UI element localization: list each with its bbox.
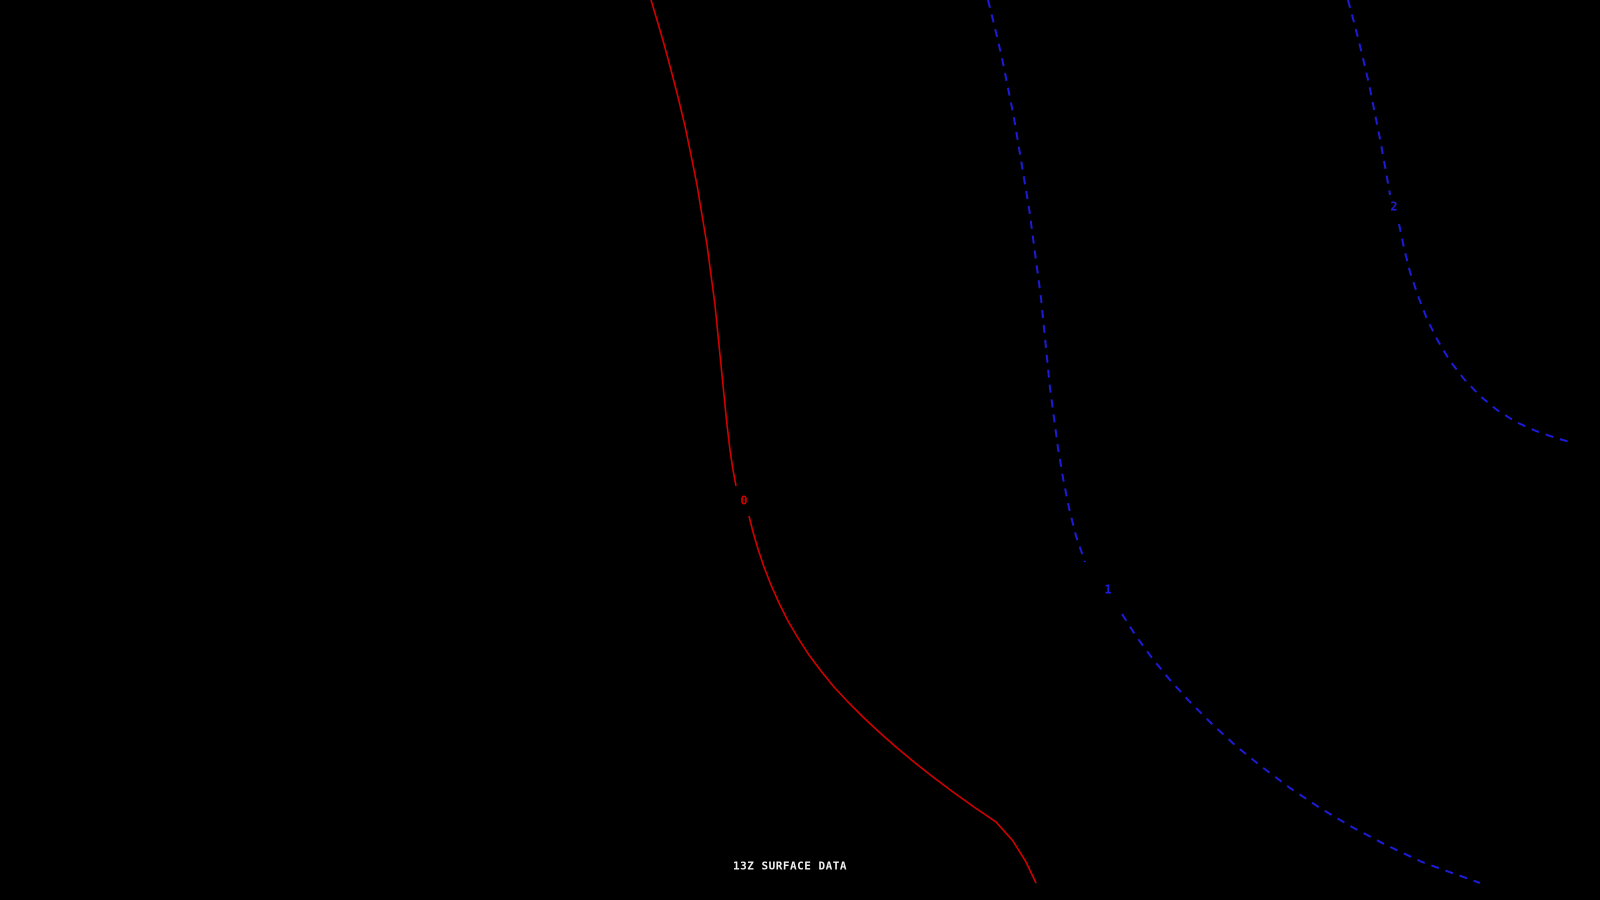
- contour-label-0: 0: [740, 494, 747, 508]
- contour-label-1: 1: [1104, 583, 1111, 597]
- contour-2-segment-0: [1347, 0, 1391, 196]
- contour-label-2: 2: [1390, 200, 1397, 214]
- map-caption: 13Z SURFACE DATA: [733, 859, 847, 873]
- contour-0-segment-1: [748, 515, 1037, 884]
- contour-2-segment-1: [1398, 223, 1571, 443]
- contour-1-segment-1: [1121, 613, 1481, 884]
- contour-0-segment-0: [650, 0, 737, 487]
- contour-1-segment-0: [987, 0, 1086, 563]
